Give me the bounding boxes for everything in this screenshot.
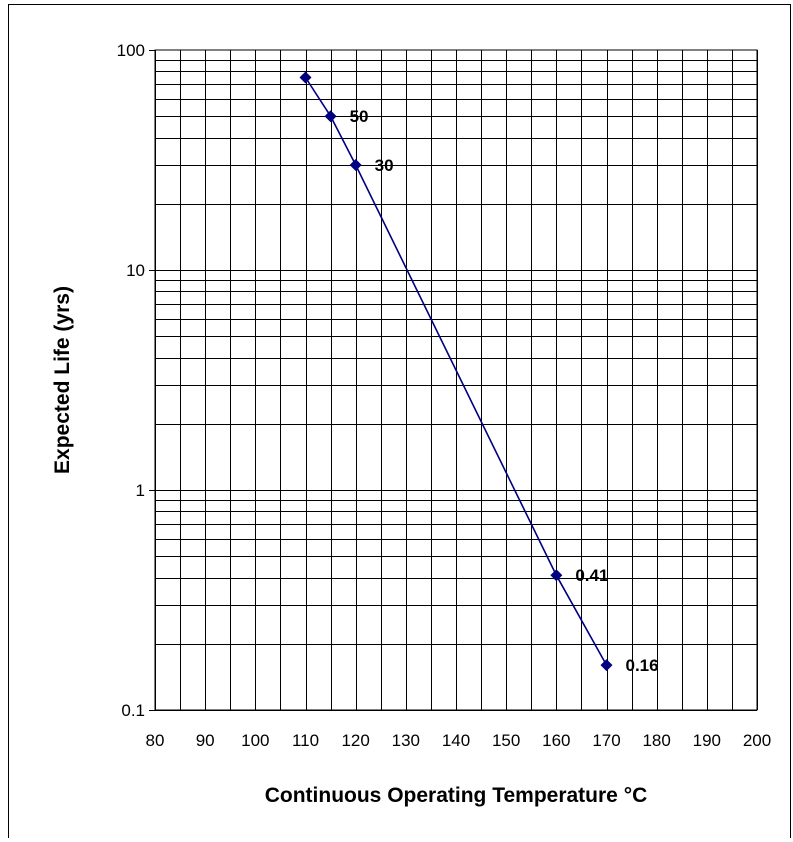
y-tick-label: 100 bbox=[117, 41, 145, 60]
x-tick-label: 180 bbox=[642, 731, 670, 750]
x-tick-label: 90 bbox=[196, 731, 215, 750]
x-tick-label: 140 bbox=[442, 731, 470, 750]
y-tick-label: 10 bbox=[126, 261, 145, 280]
x-tick-label: 120 bbox=[341, 731, 369, 750]
x-tick-label: 190 bbox=[693, 731, 721, 750]
data-point-marker bbox=[600, 659, 613, 672]
y-axis-label: Expected Life (yrs) bbox=[51, 286, 74, 474]
data-label: 0.41 bbox=[575, 566, 608, 585]
data-point-marker bbox=[550, 569, 563, 582]
x-tick-label: 100 bbox=[241, 731, 269, 750]
grid bbox=[155, 50, 758, 711]
x-tick-label: 150 bbox=[492, 731, 520, 750]
x-tick-label: 170 bbox=[592, 731, 620, 750]
x-tick-label: 130 bbox=[392, 731, 420, 750]
x-axis-ticks: 80 90 100 110 120 130 140 150 160 170 180 190 200 bbox=[146, 731, 772, 750]
y-tick-label: 0.1 bbox=[121, 701, 145, 720]
data-label: 50 bbox=[350, 107, 369, 126]
x-tick-label: 160 bbox=[542, 731, 570, 750]
x-axis-label: Continuous Operating Temperature °C bbox=[265, 784, 648, 807]
data-label: 30 bbox=[375, 156, 394, 175]
y-tick-label: 1 bbox=[136, 481, 145, 500]
data-point-marker bbox=[299, 71, 312, 84]
series-group: 50 30 0.41 0.16 bbox=[299, 71, 659, 675]
chart-frame bbox=[8, 4, 791, 838]
y-axis-ticks: 0.1 1 10 100 bbox=[117, 41, 155, 720]
plot-area bbox=[154, 49, 758, 711]
x-tick-label: 80 bbox=[146, 731, 165, 750]
x-tick-label: 200 bbox=[743, 731, 771, 750]
x-tick-label: 110 bbox=[292, 731, 319, 750]
data-point-marker bbox=[324, 110, 337, 123]
data-label: 0.16 bbox=[626, 656, 659, 675]
data-point-marker bbox=[349, 159, 362, 172]
